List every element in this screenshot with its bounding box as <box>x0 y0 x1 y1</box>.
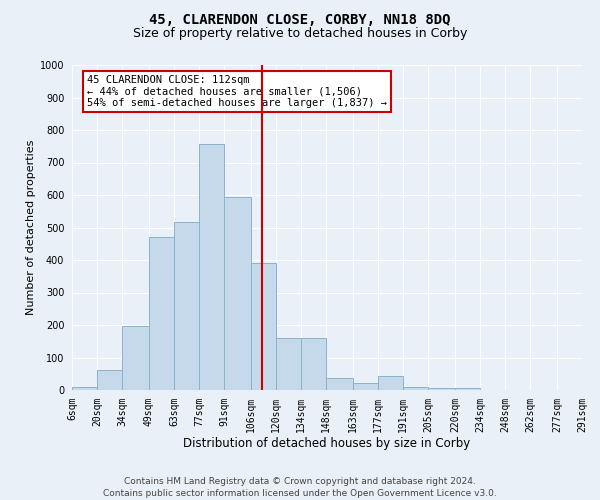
Bar <box>122 326 149 390</box>
Bar <box>199 144 224 390</box>
Bar <box>455 388 480 390</box>
Text: Contains HM Land Registry data © Crown copyright and database right 2024.
Contai: Contains HM Land Registry data © Crown c… <box>103 476 497 498</box>
Bar <box>378 376 403 390</box>
Bar <box>97 370 122 390</box>
X-axis label: Distribution of detached houses by size in Corby: Distribution of detached houses by size … <box>184 437 470 450</box>
Bar <box>428 388 455 390</box>
Text: 45, CLARENDON CLOSE, CORBY, NN18 8DQ: 45, CLARENDON CLOSE, CORBY, NN18 8DQ <box>149 12 451 26</box>
Bar <box>301 338 326 390</box>
Bar <box>353 383 378 390</box>
Bar <box>326 378 353 390</box>
Bar <box>174 222 199 390</box>
Bar <box>149 238 174 390</box>
Bar <box>403 387 428 390</box>
Text: 45 CLARENDON CLOSE: 112sqm
← 44% of detached houses are smaller (1,506)
54% of s: 45 CLARENDON CLOSE: 112sqm ← 44% of deta… <box>88 74 388 108</box>
Bar <box>251 263 276 390</box>
Text: Size of property relative to detached houses in Corby: Size of property relative to detached ho… <box>133 28 467 40</box>
Y-axis label: Number of detached properties: Number of detached properties <box>26 140 35 315</box>
Bar <box>276 338 301 390</box>
Bar <box>224 196 251 390</box>
Bar <box>72 387 97 390</box>
